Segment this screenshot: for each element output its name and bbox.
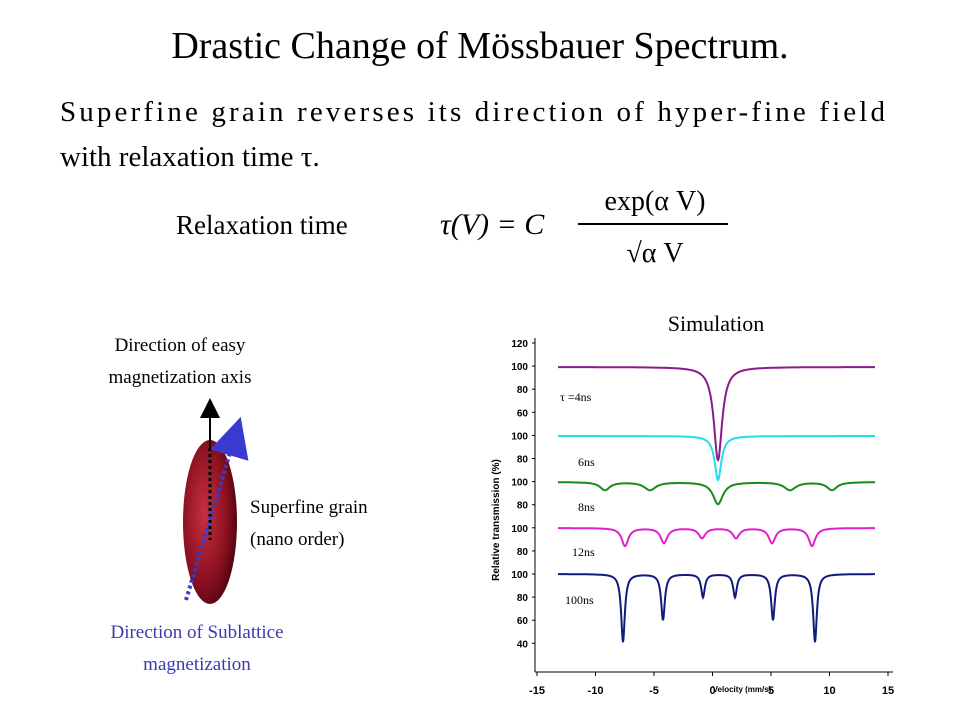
x-tick-label: -5 — [649, 685, 659, 697]
grain-label: (nano order) — [250, 529, 344, 550]
x-axis-label: Velocity (mm/s) — [713, 685, 772, 694]
curve-label: τ =4ns — [560, 390, 592, 404]
y-tick-label: 100 — [511, 524, 528, 535]
spectrum-curve — [558, 573, 875, 643]
x-tick-label: 10 — [823, 685, 835, 697]
y-tick-label: 40 — [517, 639, 529, 650]
grain-label: Superfine grain — [250, 497, 368, 518]
formula-denominator: √α V — [626, 238, 683, 269]
y-tick-label: 80 — [517, 547, 529, 558]
sublattice-label: magnetization — [143, 654, 251, 675]
intro-line: Superfine grain reverses its direction o… — [60, 96, 886, 128]
y-tick-label: 100 — [511, 362, 528, 373]
y-tick-label: 120 — [511, 339, 528, 350]
x-tick-label: -15 — [529, 685, 545, 697]
y-tick-label: 100 — [511, 431, 528, 442]
curve-label: 8ns — [578, 500, 595, 514]
relaxation-label: Relaxation time — [176, 210, 348, 240]
x-tick-label: 0 — [709, 685, 715, 697]
y-tick-label: 60 — [517, 408, 529, 419]
formula-lhs: τ(V) = C — [440, 208, 545, 241]
y-tick-label: 80 — [517, 385, 529, 396]
spectrum-curve — [558, 481, 875, 506]
curve-label: 100ns — [565, 593, 594, 607]
easy-axis-label: magnetization axis — [109, 367, 252, 388]
y-tick-label: 100 — [511, 570, 528, 581]
curve-label: 6ns — [578, 455, 595, 469]
simulation-title: Simulation — [668, 311, 765, 336]
easy-axis-label: Direction of easy — [115, 335, 246, 356]
sublattice-label: Direction of Sublattice — [110, 622, 283, 643]
x-tick-label: 5 — [768, 685, 774, 697]
x-tick-label: -10 — [588, 685, 604, 697]
x-tick-label: 15 — [882, 685, 894, 697]
y-tick-label: 80 — [517, 455, 529, 466]
y-tick-label: 100 — [511, 478, 528, 489]
title: Drastic Change of Mössbauer Spectrum. — [171, 25, 788, 67]
y-tick-label: 60 — [517, 616, 529, 627]
sublattice-arrow — [184, 416, 249, 601]
formula-numerator: exp(α V) — [605, 186, 706, 217]
spectrum-curve — [558, 366, 875, 463]
spectrum-curve — [558, 527, 875, 548]
y-tick-label: 80 — [517, 593, 529, 604]
y-tick-label: 80 — [517, 501, 529, 512]
y-axis-label: Relative transmission (%) — [491, 459, 502, 581]
curve-label: 12ns — [572, 545, 595, 559]
spectrum-curve — [558, 435, 875, 482]
intro-line: with relaxation time τ. — [60, 141, 320, 173]
